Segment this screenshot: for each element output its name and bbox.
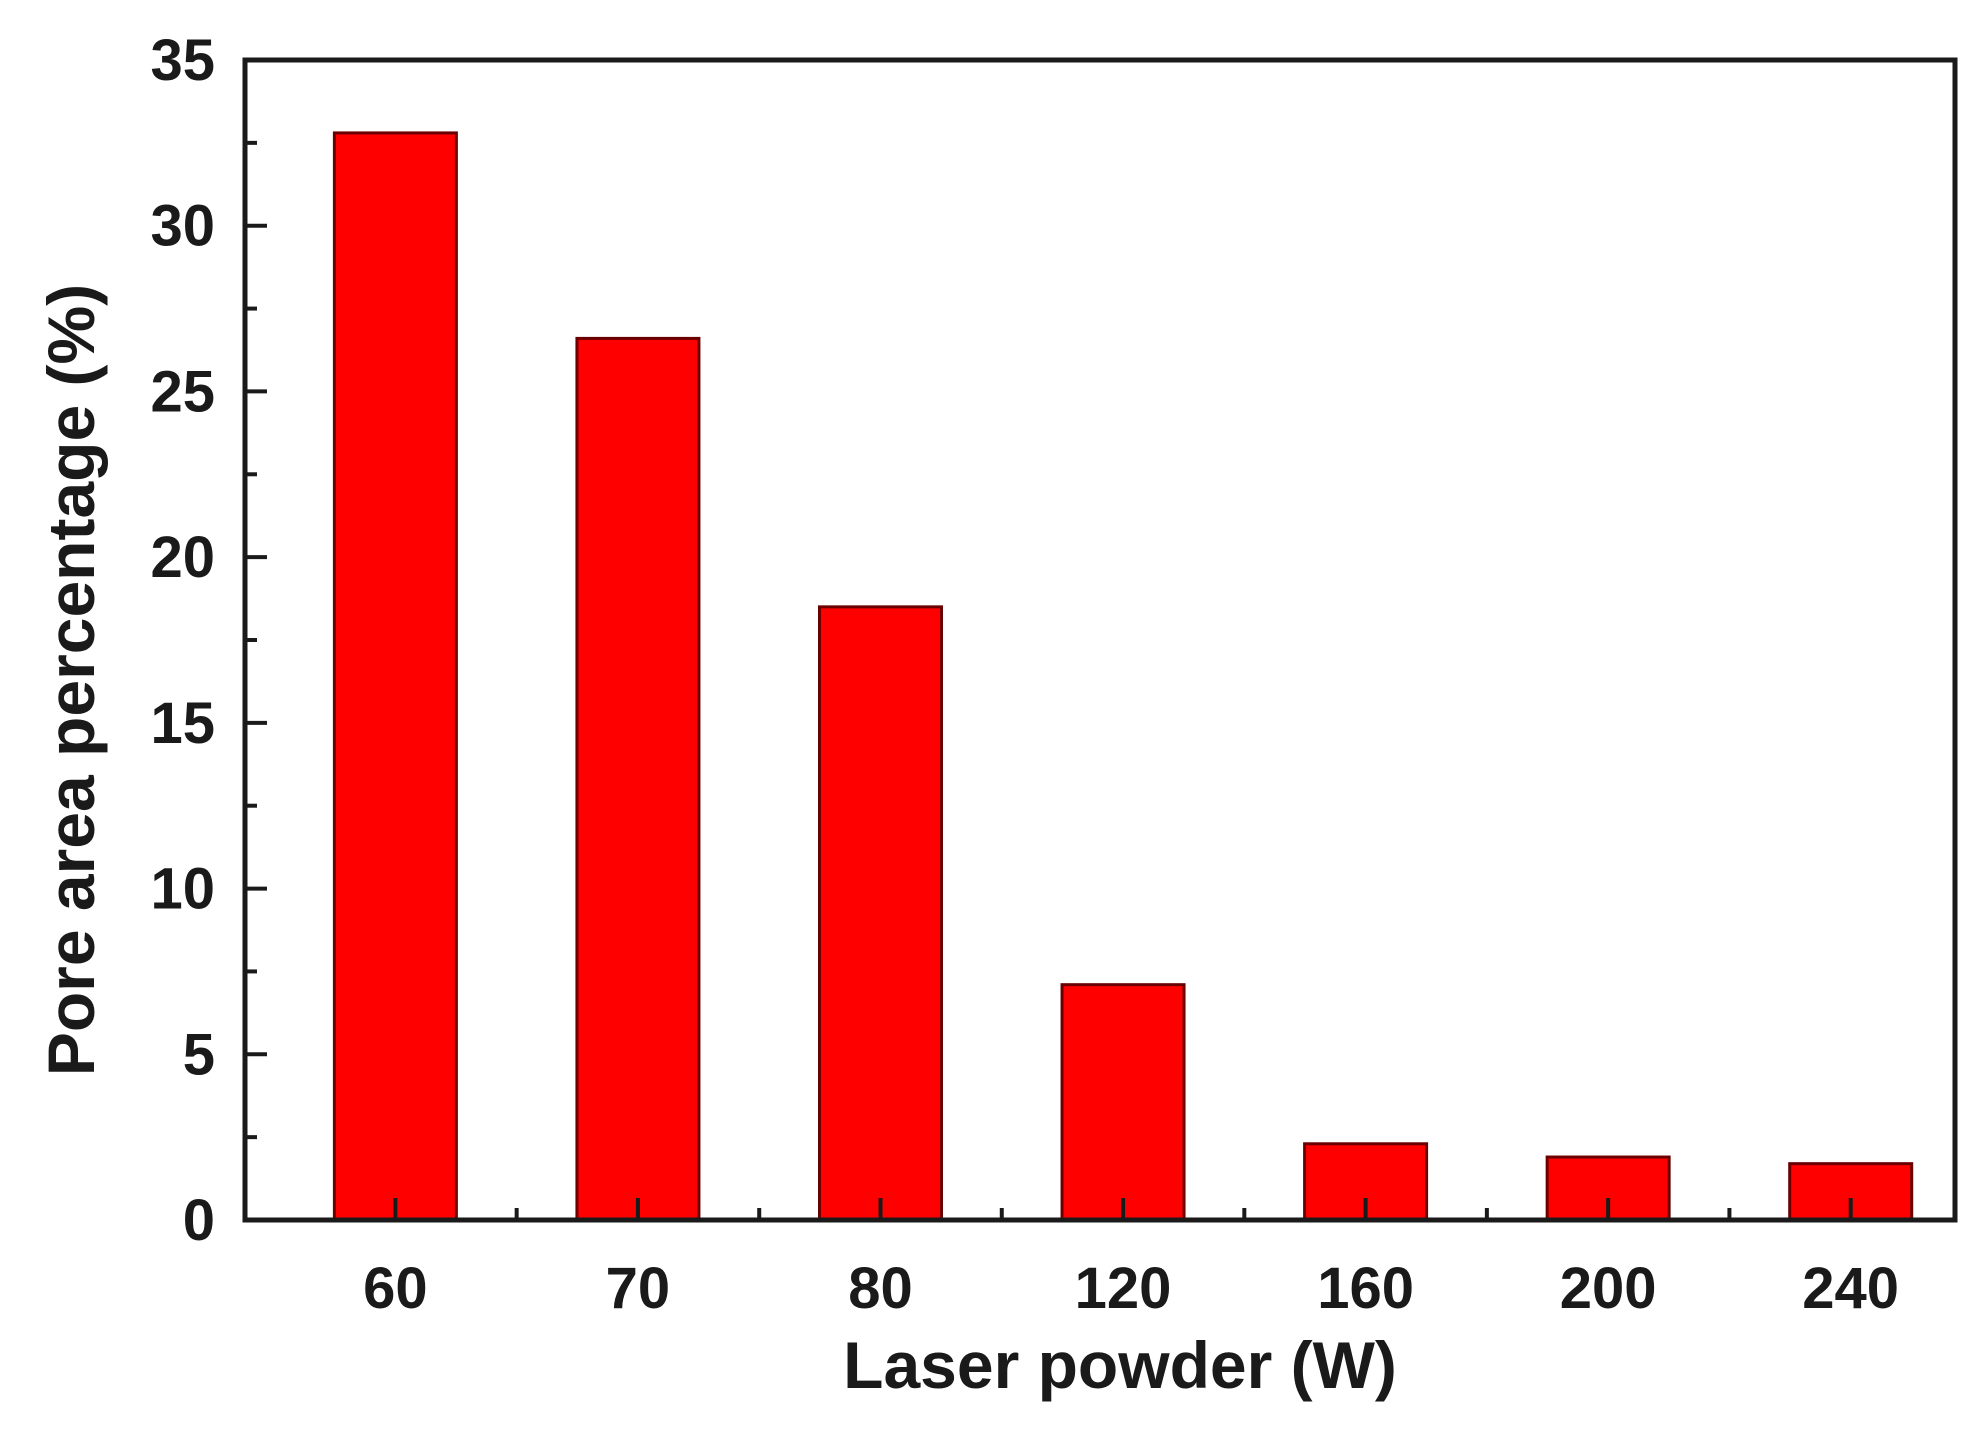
- y-tick-labels: 0 5 10 15 20 25 30 35: [150, 28, 215, 1253]
- y-axis-title: Pore area percentage (%): [34, 284, 108, 1076]
- x-tick-label-80: 80: [848, 1256, 913, 1321]
- x-axis-title: Laser powder (W): [843, 1328, 1397, 1402]
- y-tick-label-10: 10: [150, 857, 215, 922]
- y-tick-label-30: 30: [150, 194, 215, 259]
- x-tick-labels: 60 70 80 120 160 200 240: [363, 1256, 1899, 1321]
- x-tick-label-60: 60: [363, 1256, 428, 1321]
- x-tick-label-240: 240: [1802, 1256, 1899, 1321]
- bar-120: [1060, 983, 1186, 1222]
- y-tick-label-15: 15: [150, 691, 215, 756]
- y-tick-label-20: 20: [150, 525, 215, 590]
- x-tick-label-160: 160: [1317, 1256, 1414, 1321]
- x-tick-label-120: 120: [1075, 1256, 1172, 1321]
- bar-60: [332, 131, 458, 1222]
- y-tick-label-25: 25: [150, 359, 215, 424]
- ticks-layer: [245, 58, 1853, 1222]
- bar-70: [575, 336, 701, 1222]
- y-tick-label-0: 0: [183, 1188, 215, 1253]
- y-tick-label-5: 5: [183, 1022, 215, 1087]
- bar-80: [817, 605, 943, 1222]
- x-tick-label-70: 70: [606, 1256, 671, 1321]
- bars-layer: [332, 131, 1914, 1222]
- y-tick-label-35: 35: [150, 28, 215, 93]
- x-tick-label-200: 200: [1560, 1256, 1657, 1321]
